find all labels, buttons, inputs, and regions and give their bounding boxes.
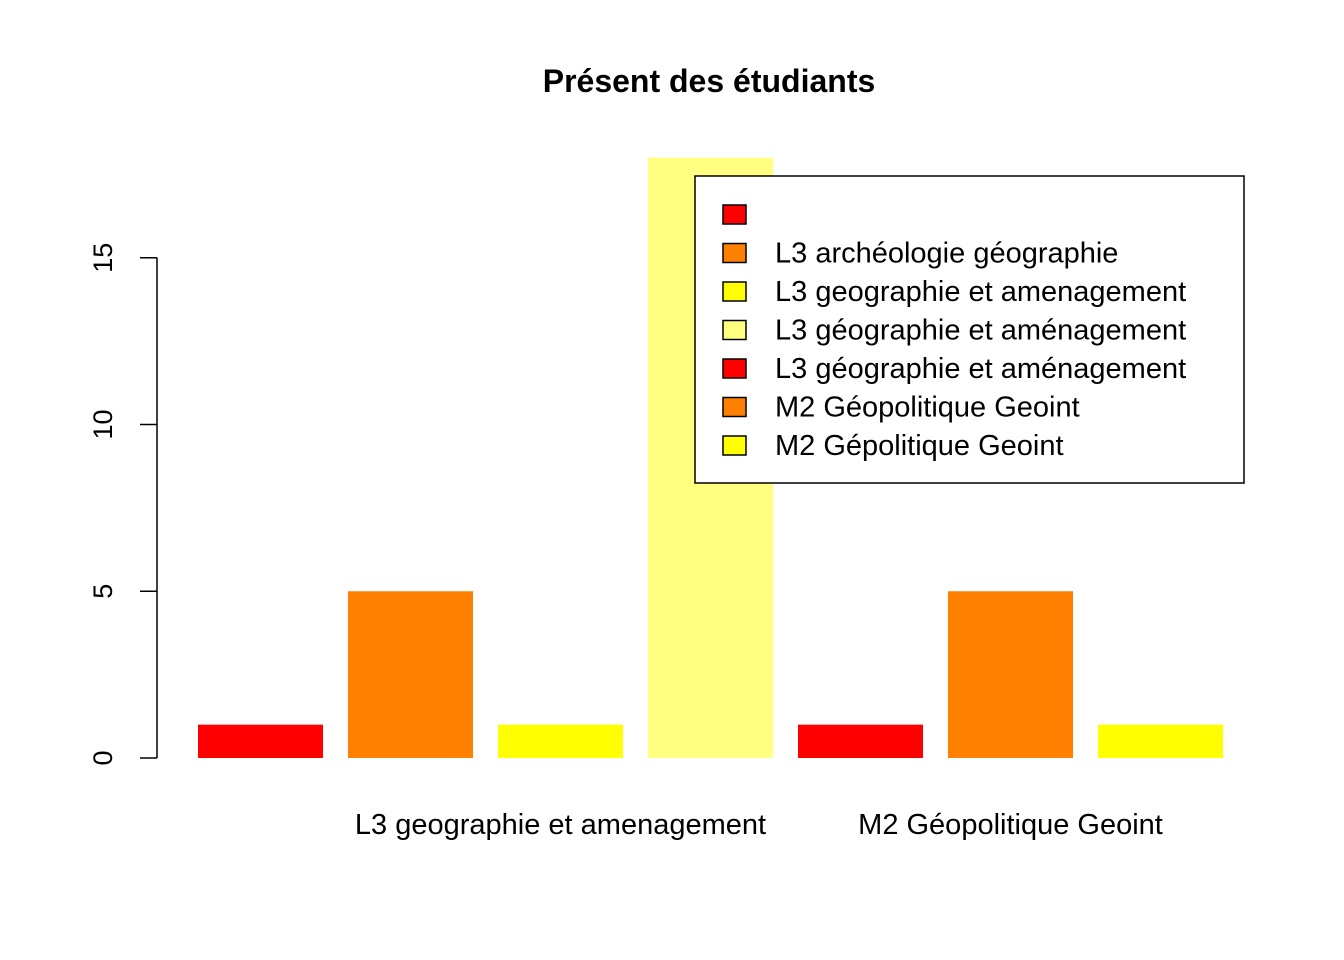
y-tick-label: 5 bbox=[88, 584, 118, 599]
legend-box bbox=[694, 175, 1245, 484]
legend-label: L3 geographie et amenagement bbox=[775, 276, 1186, 308]
legend-swatch bbox=[722, 319, 747, 341]
x-tick-label: L3 geographie et amenagement bbox=[355, 809, 766, 841]
legend-swatch bbox=[722, 435, 747, 456]
legend: L3 archéologie géographie L3 geographie e… bbox=[694, 175, 1245, 484]
y-tick-label: 0 bbox=[88, 750, 118, 765]
legend-label: L3 géographie et aménagement bbox=[775, 353, 1186, 385]
x-tick-label: M2 Géopolitique Geoint bbox=[858, 809, 1163, 841]
legend-swatch bbox=[722, 281, 747, 302]
bar bbox=[498, 724, 623, 758]
bar bbox=[198, 724, 323, 758]
y-axis: 0 5 10 15 bbox=[88, 243, 158, 766]
x-axis-labels: L3 geographie et amenagement M2 Géopoliti… bbox=[355, 809, 1163, 841]
legend-swatch bbox=[722, 242, 747, 264]
bar bbox=[348, 591, 473, 758]
legend-swatch bbox=[722, 204, 747, 225]
legend-label: L3 archéologie géographie bbox=[775, 238, 1118, 270]
legend-swatch bbox=[722, 358, 747, 379]
bar bbox=[798, 724, 923, 758]
y-tick-label: 15 bbox=[88, 243, 118, 273]
legend-swatch bbox=[722, 396, 747, 418]
bar bbox=[1098, 724, 1223, 758]
legend-label: L3 géographie et aménagement bbox=[775, 315, 1186, 347]
chart-title: Présent des étudiants bbox=[543, 63, 876, 99]
legend-label: M2 Gépolitique Geoint bbox=[775, 430, 1064, 462]
bar bbox=[948, 591, 1073, 758]
legend-label: M2 Géopolitique Geoint bbox=[775, 392, 1080, 424]
y-tick-label: 10 bbox=[88, 409, 118, 439]
